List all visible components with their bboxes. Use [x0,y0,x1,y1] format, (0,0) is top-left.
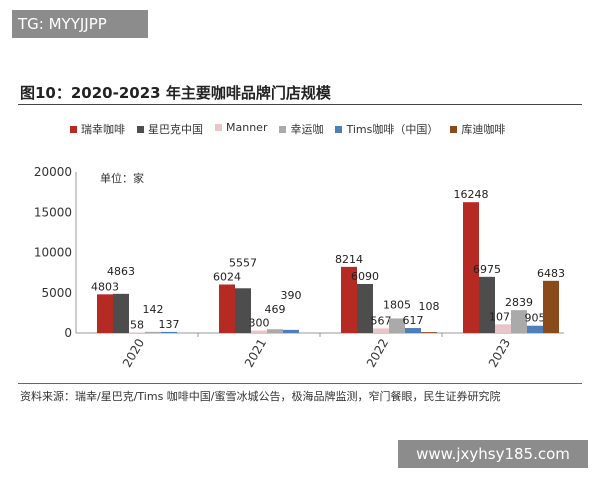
data-label: 1075 [489,310,517,323]
source-divider [18,383,582,384]
legend-label: Tims咖啡（中国） [346,123,439,136]
legend-item: 星巴克中国 [137,121,203,137]
legend-item: Tims咖啡（中国） [335,121,438,137]
legend-label: Manner [226,121,268,134]
bar [479,276,495,333]
bar [373,328,389,333]
data-label: 4863 [107,265,135,278]
bar [463,202,479,333]
bar [341,266,357,333]
y-tick-label: 5000 [41,286,72,300]
data-label: 108 [419,300,440,313]
x-tick-label: 2020 [120,336,147,369]
bar [267,329,283,333]
bar [357,283,373,333]
legend-item: 瑞幸咖啡 [70,121,125,137]
watermark-bottom: www.jxyhsy185.com [398,440,588,468]
data-label: 6483 [537,267,565,280]
legend-swatch [137,126,144,133]
data-label: 2839 [505,296,533,309]
legend-swatch [215,124,222,131]
title-divider [18,104,582,105]
data-label: 390 [281,289,302,302]
legend-swatch [279,126,287,133]
data-label: 5557 [229,256,257,269]
bar [511,310,527,333]
legend: 瑞幸咖啡 星巴克中国 Manner 幸运咖 Tims咖啡（中国） 库迪咖啡 [70,121,505,137]
bar-chart: 0 5000 10000 15000 20000 2020 4803 4863 58 142 137… [34,165,565,370]
chart-title: 图10：2020-2023 年主要咖啡品牌门店规模 [20,84,331,102]
bar [405,328,421,333]
data-label: 567 [371,314,392,327]
data-label: 469 [265,303,286,316]
bar [543,280,559,333]
x-tick-label: 2021 [242,336,269,369]
legend-swatch [70,126,77,133]
legend-item: 幸运咖 [279,121,323,137]
x-tick-label: 2022 [364,336,391,369]
bar [495,324,511,333]
legend-label: 幸运咖 [290,123,324,136]
bar [389,318,405,333]
legend-item: 库迪咖啡 [450,121,505,137]
bar [527,325,543,333]
x-tick-label: 2023 [486,336,513,369]
bar [219,284,235,333]
data-label: 1805 [383,298,411,311]
data-label: 4803 [91,280,119,293]
bar [283,329,299,333]
data-label: 6975 [473,263,501,276]
legend-swatch [335,126,343,133]
bar [161,331,177,333]
data-label: 905 [525,312,546,325]
data-label: 6024 [213,271,241,284]
bar [235,288,251,333]
bar [97,294,113,333]
watermark-top: TG: MYYJJPP [12,10,148,38]
legend-swatch [450,126,458,133]
data-label: 617 [403,314,424,327]
y-tick-label: 15000 [34,205,72,219]
bar [251,330,267,333]
bar [113,293,129,333]
legend-label: 星巴克中国 [148,123,203,136]
y-tick-label: 20000 [34,165,72,179]
source-note: 资料来源：瑞幸/星巴克/Tims 咖啡中国/蜜雪冰城公告，极海品牌监测，窄门餐眼… [20,390,501,403]
y-axis-unit: 单位：家 [100,172,144,185]
legend-label: 瑞幸咖啡 [81,123,125,136]
data-label: 58 [130,319,144,332]
legend-item: Manner [215,121,267,137]
data-label: 137 [159,318,180,331]
y-tick-label: 0 [64,326,72,340]
data-label: 300 [249,317,270,330]
bar [421,332,437,333]
data-label: 6090 [351,270,379,283]
bar [145,331,161,333]
data-label: 16248 [454,188,489,201]
legend-label: 库迪咖啡 [461,123,506,136]
data-label: 142 [143,303,164,316]
data-label: 8214 [335,253,363,266]
y-tick-label: 10000 [34,246,72,260]
